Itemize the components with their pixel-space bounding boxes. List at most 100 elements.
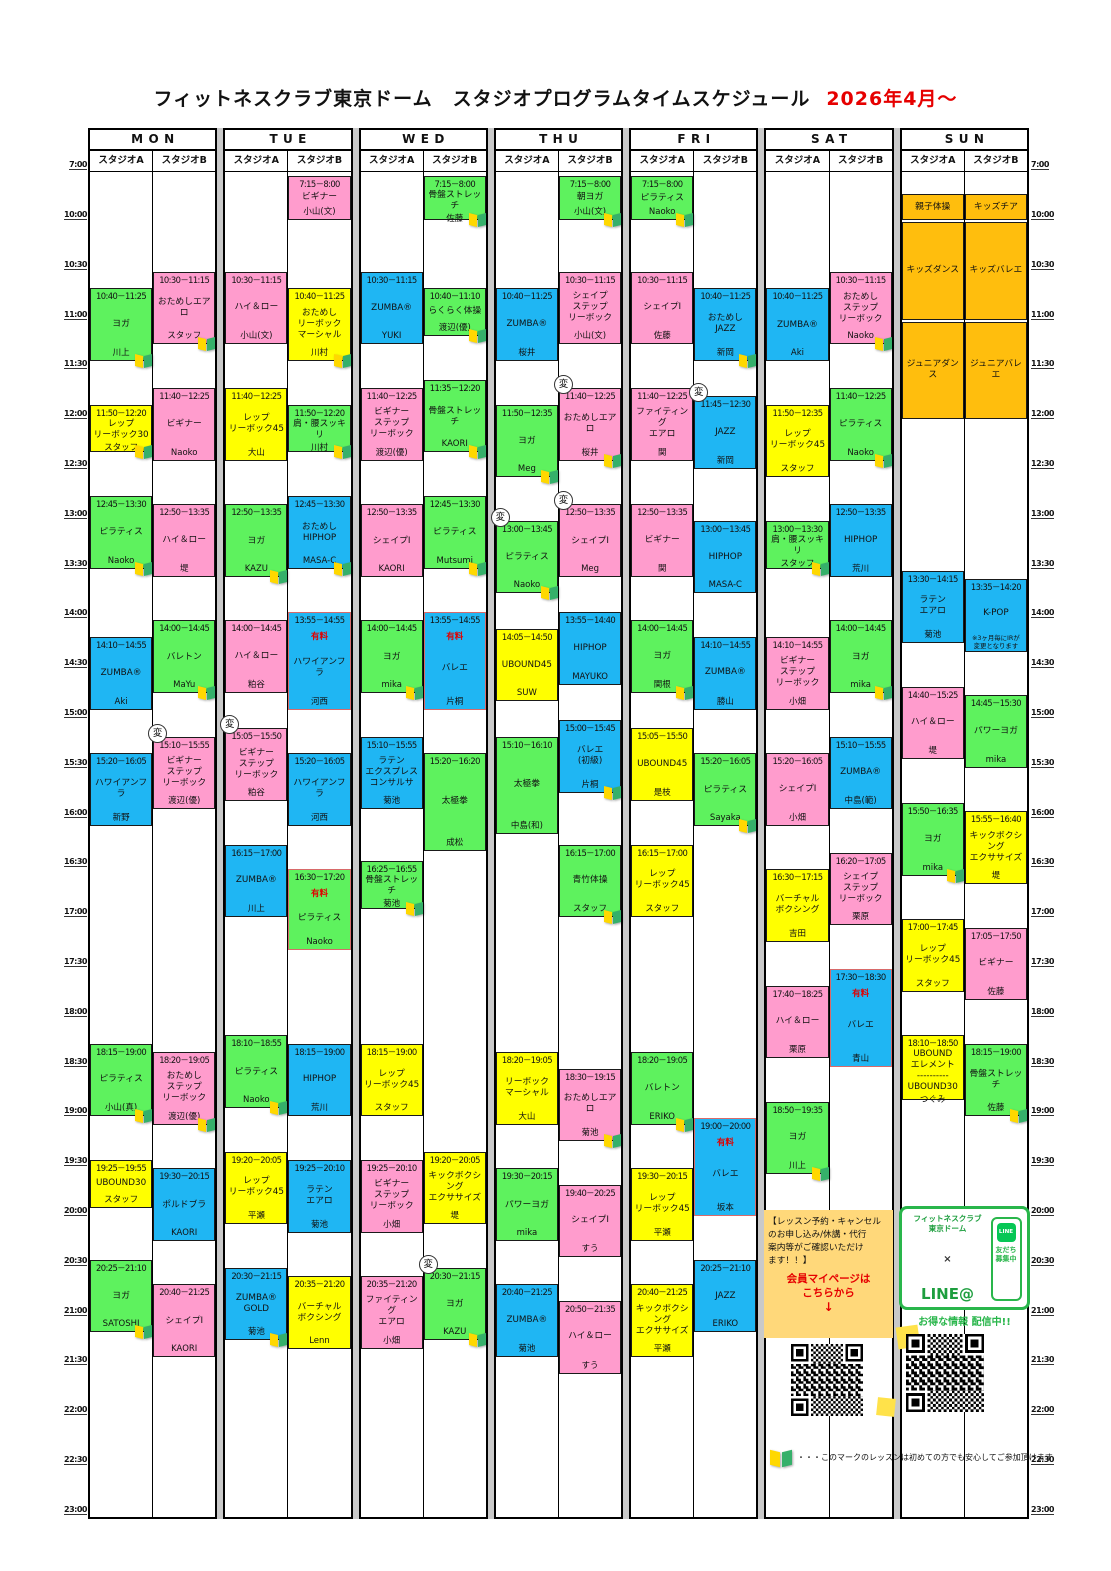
class-name: ハイ＆ロー: [910, 717, 955, 728]
class-block: 20:25－21:10 ヨガ SATOSHI: [90, 1259, 153, 1340]
studio-column: 7:15－8:00 朝ヨガ 小山(文) 10:30－11:15 シェイプ ステップ リー…: [553, 172, 622, 1517]
class-block: 11:50－12:35 ヨガ Meg: [495, 404, 558, 485]
class-time: 11:40－12:25: [637, 391, 688, 401]
class-block: 19:30－20:15 パワーヨガ mika: [495, 1168, 558, 1241]
instructor-name: Naoko: [513, 580, 541, 591]
class-name: 青竹体操: [572, 874, 608, 885]
class-block: 15:55－16:40 キックボクシング エクササイズ堤: [964, 811, 1027, 884]
class-block: 18:20－19:05 リーボック マーシャル 大山: [495, 1052, 558, 1125]
class-time: 11:50－12:35: [501, 407, 553, 418]
class-time: 14:05－14:50: [501, 631, 553, 642]
phone-icon: LINE 友だち 募集中: [990, 1216, 1022, 1301]
day-group-sun: SUN スタジオA スタジオB 親子体操 キッズダンス ジュニアダンス 13:30－14:1…: [899, 128, 1029, 1519]
instructor-name: 桜井: [518, 348, 536, 359]
class-block: 11:40－12:25 ビギナー ステップ リーボック 渡辺(優): [360, 388, 423, 461]
class-time: 19:30－20:15: [637, 1171, 688, 1182]
class-time: 14:00－14:45: [366, 623, 418, 634]
class-name: 肩・腰スッキリ: [771, 534, 824, 556]
class-name: ZUMBA® GOLD: [235, 1292, 277, 1314]
studio-column: 10:30－11:15 ZUMBA® YUKI 11:40－12:25 ビギナー ステッ…: [360, 172, 423, 1517]
instructor-name: MaYu: [173, 680, 196, 691]
class-block: 15:20－16:20 太極拳 成松: [423, 753, 486, 851]
class-time: 14:00－14:45: [835, 623, 887, 634]
studio-column: 10:30－11:15 おためし ステップ リーボック Naoko 11:40－12:…: [828, 172, 892, 1517]
time-label: 16:00: [64, 807, 87, 818]
class-name: 骨盤ストレッチ: [428, 405, 482, 427]
line-account-banner[interactable]: フィットネスクラブ 東京ドーム × LINE@ LINE 友だち 募集中: [899, 1206, 1030, 1310]
class-block: 19:20－20:05 キックボクシング エクササイズ堤: [423, 1151, 486, 1225]
time-label: 13:00: [64, 508, 87, 519]
time-label: 17:30: [64, 957, 87, 967]
class-name: レップ リーボック45: [228, 1176, 284, 1198]
time-label: 23:00: [64, 1504, 87, 1515]
class-name: ヨガ: [788, 1132, 807, 1143]
instructor-name: KAORI: [171, 1227, 198, 1238]
class-name: ビギナー ステップ リーボック: [369, 1179, 414, 1212]
studio-column: 10:40－11:25 ZUMBA® 桜井 11:50－12:35 ヨガ Meg 13:00…: [490, 172, 558, 1517]
mypage-link[interactable]: 会員マイページは こちらから: [786, 1273, 871, 1300]
class-name: リーボック マーシャル: [504, 1076, 549, 1098]
day-group-tue: TUE スタジオA スタジオB 10:30－11:15 ハイ＆ロー 小山(文) 11:40－…: [220, 128, 353, 1519]
beginner-mark-icon: [811, 1166, 829, 1182]
change-mark: 変: [553, 491, 573, 511]
line-banner-right: LINE 友だち 募集中: [988, 1214, 1024, 1303]
class-block: 7:15－8:00 ビギナー 小山(文): [288, 176, 351, 220]
class-time: 10:40－11:25: [700, 291, 751, 302]
studio-column: 10:40－11:25 ZUMBA® Aki 11:50－12:35 レップ リーボック…: [766, 172, 829, 1517]
class-block: 19:25－20:10 ラテン エアロ 菊池: [288, 1159, 351, 1233]
class-name: HIPHOP: [573, 643, 607, 654]
class-block: 20:50－21:35 ハイ＆ロー すう: [558, 1301, 622, 1374]
class-time: 18:15－19:00: [294, 1046, 345, 1057]
class-time: 16:15－17:00: [231, 847, 282, 858]
class-time: 18:20－19:05: [159, 1055, 210, 1065]
instructor-name: mika: [985, 754, 1007, 765]
class-block: 14:10－14:55 ZUMBA® Aki: [90, 637, 153, 710]
class-block: 18:15－19:00 レップ リーボック45 スタッフ: [360, 1043, 423, 1117]
class-name: バレエ (初級): [576, 744, 604, 766]
time-label: 14:00: [64, 608, 87, 619]
instructor-name: 河西: [310, 696, 328, 707]
time-label: 11:00: [1031, 309, 1054, 320]
instructor-name: スタッフ: [167, 331, 202, 342]
class-name: ヨガ: [112, 1290, 130, 1301]
class-block: 11:40－12:25 ファイティング エアロ関: [631, 388, 694, 461]
class-name: ヨガ: [445, 1299, 464, 1310]
class-time: 13:35－14:20: [970, 581, 1022, 592]
instructor-name: ERIKO: [712, 1319, 739, 1330]
class-time: 17:05－17:50: [970, 930, 1022, 941]
instructor-name: mika: [516, 1227, 538, 1238]
beginner-mark-icon: [811, 561, 829, 576]
time-label: 15:30: [1031, 757, 1054, 768]
beginner-mark-icon: [135, 1324, 153, 1340]
instructor-name: 渡辺(優): [168, 1111, 201, 1122]
class-name: おためしエアロ: [563, 1093, 617, 1115]
class-name: ZUMBA®: [777, 319, 818, 330]
class-block: 11:35－12:20 骨盤ストレッチ KAORI: [423, 379, 486, 460]
class-name: ビギナー: [301, 192, 338, 202]
time-label: 15:30: [64, 757, 87, 768]
class-name: キッズダンス: [906, 265, 960, 276]
line-at-logo: LINE@: [921, 1285, 974, 1303]
class-time: 11:45－12:30: [700, 399, 751, 410]
class-name: ビギナー: [644, 534, 680, 545]
class-time: 15:20－16:05: [294, 756, 345, 767]
studio-header: スタジオB: [152, 151, 215, 171]
beginner-mark-icon: [739, 353, 757, 369]
class-block: 14:40－15:25 ハイ＆ロー堤: [901, 686, 964, 760]
class-block: 10:30－11:15 ハイ＆ロー 小山(文): [225, 271, 288, 345]
time-label: 17:00: [1031, 907, 1054, 918]
class-time: 11:40－12:25: [231, 391, 282, 401]
beginner-mark-icon: [468, 444, 486, 460]
time-label: 17:00: [64, 907, 87, 918]
line-promo-text: お得な情報 配信中!!: [918, 1317, 1011, 1328]
class-block: 20:25－21:10 JAZZ ERIKO: [694, 1259, 757, 1333]
studio-column: 10:40－11:25 ヨガ 川上 11:50－12:20 レップ リーボック30 スタッ…: [90, 172, 153, 1517]
instructor-name: 渡辺(優): [375, 447, 408, 458]
beginner-mark-icon: [874, 336, 892, 352]
instructor-name: 成松: [446, 837, 464, 848]
class-name: おためし リーボック マーシャル: [297, 307, 342, 340]
instructor-name: 渡辺(優): [168, 796, 201, 807]
class-block: 12:50－13:35 HIPHOP 荒川: [829, 504, 892, 577]
time-label: 7:00: [1031, 160, 1049, 170]
class-block: 14:10－14:55 ビギナー ステップ リーボック 小畑: [766, 637, 829, 710]
